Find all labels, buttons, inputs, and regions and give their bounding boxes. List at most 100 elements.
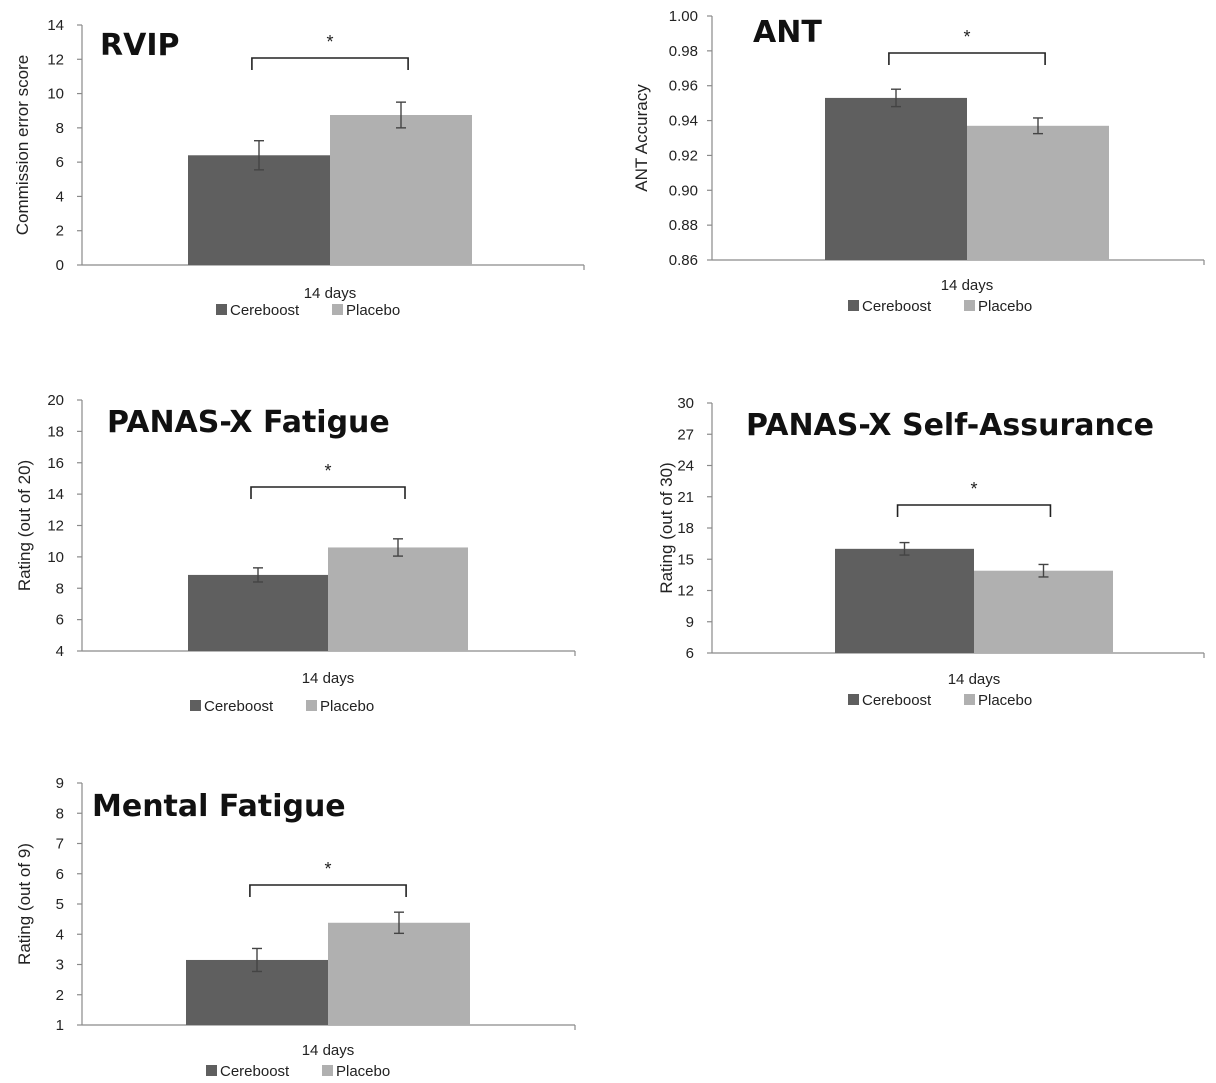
chart-mental-fatigue-significance-star: * [324,859,331,879]
chart-rvip-y-axis-label: Commission error score [13,55,32,235]
chart-rvip-svg: 0 2 4 6 8 10 12 14 Commission error score RVIP * 14… [13,17,585,319]
chart-ant-legend-swatch-cereboost [848,300,859,311]
chart-rvip-y-tick-label: 4 [56,188,64,205]
chart-panas-x-fatigue-bar-placebo [328,547,468,651]
chart-rvip-category-label: 14 days [304,285,357,302]
chart-ant-y-axis-label: ANT Accuracy [632,84,651,192]
chart-panas-x-self-assurance-significance-star: * [970,479,977,499]
chart-mental-fatigue-y-tick-label: 4 [56,926,64,943]
chart-ant-y-tick-label: 0.98 [669,43,698,60]
chart-panas-x-self-assurance-y-axis-label: Rating (out of 30) [657,462,676,593]
chart-panas-x-self-assurance-y-tick-label: 9 [686,614,694,631]
chart-rvip-significance-star: * [326,32,333,52]
chart-mental-fatigue-svg: 1 2 3 4 5 6 7 8 9 Rating (out of 9) Mental Fatigue… [15,775,576,1080]
chart-rvip: 0 2 4 6 8 10 12 14 Commission error score RVIP * 14… [0,0,600,340]
chart-rvip-legend-label-placebo: Placebo [346,302,400,319]
chart-mental-fatigue-y-tick-label: 7 [56,836,64,853]
chart-panas-x-self-assurance-legend-swatch-cereboost [848,694,859,705]
chart-mental-fatigue: 1 2 3 4 5 6 7 8 9 Rating (out of 9) Mental Fatigue… [0,770,600,1082]
chart-mental-fatigue-title: Mental Fatigue [92,789,346,824]
chart-ant-svg: 0.86 0.88 0.90 0.92 0.94 0.96 0.98 1.00 ANT Accu… [632,8,1205,315]
chart-panas-x-fatigue-y-tick-label: 18 [47,423,64,440]
chart-ant-y-tick-label: 0.92 [669,147,698,164]
chart-ant-legend-swatch-placebo [964,300,975,311]
chart-mental-fatigue-y-tick-label: 5 [56,896,64,913]
chart-panas-x-fatigue-category-label: 14 days [302,670,355,687]
chart-rvip-y-tick-label: 0 [56,257,64,274]
chart-ant-category-label: 14 days [941,277,994,294]
chart-ant-bar-placebo [967,125,1109,260]
chart-ant-y-tick-label: 1.00 [669,8,698,25]
chart-ant-y-tick-label: 0.88 [669,217,698,234]
chart-panas-x-self-assurance-y-tick-label: 6 [686,645,694,662]
chart-mental-fatigue-legend-label-placebo: Placebo [336,1063,390,1080]
chart-ant-y-tick-label: 0.90 [669,182,698,199]
chart-panas-x-self-assurance-y-tick-label: 18 [677,520,694,537]
chart-panas-x-fatigue-legend-label-cereboost: Cereboost [204,698,274,715]
chart-panas-fatigue-svg: 4 6 8 10 12 14 16 18 20 Rating (out of 20) PANAS-X… [15,392,576,715]
chart-mental-fatigue-y-tick-label: 1 [56,1017,64,1034]
chart-mental-fatigue-y-tick-label: 8 [56,805,64,822]
chart-mental-fatigue-y-tick-label: 2 [56,987,64,1004]
chart-panas-x-fatigue-y-tick-label: 6 [56,612,64,629]
chart-panas-x-fatigue-error-bar-placebo [393,538,403,557]
chart-panas-x-self-assurance-error-bar-cereboost [899,541,910,556]
chart-panas-x-fatigue-error-bar-cereboost [253,567,263,583]
chart-mental-fatigue-y-tick-label: 6 [56,866,64,883]
chart-panas-self-assurance-svg: 6 9 12 15 18 21 24 27 30 Rating (out of 30) PANAS-… [657,395,1205,709]
chart-panas-x-self-assurance-y-tick-label: 27 [677,426,694,443]
chart-rvip-bar-cereboost [188,155,330,265]
chart-panas-x-self-assurance-y-tick-label: 24 [677,458,694,475]
chart-panas-x-self-assurance-significance-bracket [896,504,1052,517]
chart-panas-x-fatigue-y-tick-label: 16 [47,455,64,472]
chart-mental-fatigue-error-bar-placebo [394,911,404,935]
chart-panas-x-self-assurance-y-tick-label: 12 [677,583,694,600]
chart-ant-legend-label-cereboost: Cereboost [862,298,932,315]
chart-rvip-error-bar-placebo [396,101,406,129]
chart-mental-fatigue-legend-label-cereboost: Cereboost [220,1063,290,1080]
chart-rvip-title: RVIP [100,28,179,63]
chart-panas-x-fatigue-significance-star: * [324,461,331,481]
chart-panas-x-fatigue-bar-cereboost [188,574,328,651]
chart-rvip-error-bar-cereboost [254,140,264,171]
chart-panas-x-fatigue-y-tick-label: 12 [47,518,64,535]
chart-mental-fatigue-y-tick-label: 9 [56,775,64,792]
chart-panas-x-self-assurance-y-tick-label: 21 [677,489,694,506]
chart-panas-x-fatigue-y-axis-label: Rating (out of 20) [15,460,34,591]
chart-ant-error-bar-cereboost [891,88,901,108]
chart-mental-fatigue-bar-placebo [328,922,470,1025]
chart-ant-significance-bracket [888,52,1046,65]
chart-mental-fatigue-legend-swatch-placebo [322,1065,333,1076]
chart-panas-x-self-assurance-title: PANAS-X Self-Assurance [746,408,1154,443]
chart-panas-self-assurance: 6 9 12 15 18 21 24 27 30 Rating (out of 30) PANAS-… [610,385,1210,730]
chart-ant-y-tick-label: 0.94 [669,113,698,130]
chart-rvip-legend-swatch-placebo [332,304,343,315]
chart-panas-x-fatigue-y-tick-label: 10 [47,549,64,566]
chart-rvip-y-tick-label: 10 [47,86,64,103]
chart-mental-fatigue-error-bar-cereboost [252,947,262,973]
chart-panas-fatigue: 4 6 8 10 12 14 16 18 20 Rating (out of 20) PANAS-X… [0,385,600,730]
chart-rvip-y-tick-label: 6 [56,154,64,171]
chart-panas-x-fatigue-title: PANAS-X Fatigue [107,405,390,440]
chart-panas-x-self-assurance-category-label: 14 days [948,671,1001,688]
chart-panas-x-fatigue-y-tick-label: 20 [47,392,64,409]
chart-rvip-y-tick-label: 14 [47,17,64,34]
chart-rvip-y-tick-label: 2 [56,223,64,240]
chart-panas-x-self-assurance-error-bar-placebo [1038,563,1049,578]
chart-ant-error-bar-placebo [1033,117,1043,135]
chart-ant-y-tick-label: 0.86 [669,252,698,269]
chart-panas-x-fatigue-legend-label-placebo: Placebo [320,698,374,715]
chart-mental-fatigue-significance-bracket [249,884,407,897]
chart-ant-significance-star: * [963,27,970,47]
chart-mental-fatigue-y-axis-label: Rating (out of 9) [15,843,34,965]
chart-rvip-significance-bracket [251,57,409,70]
chart-mental-fatigue-legend-swatch-cereboost [206,1065,217,1076]
chart-ant-y-tick-label: 0.96 [669,78,698,95]
chart-rvip-y-tick-label: 12 [47,51,64,68]
chart-panas-x-self-assurance-legend-swatch-placebo [964,694,975,705]
chart-ant-title: ANT [753,15,822,50]
chart-panas-x-fatigue-y-tick-label: 4 [56,643,64,660]
chart-panas-x-self-assurance-y-tick-label: 15 [677,551,694,568]
chart-rvip-legend-swatch-cereboost [216,304,227,315]
chart-rvip-bar-placebo [330,115,472,265]
